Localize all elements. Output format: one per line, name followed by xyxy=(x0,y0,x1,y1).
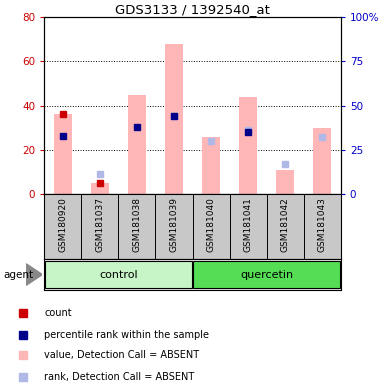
Text: control: control xyxy=(99,270,138,280)
Text: GSM181037: GSM181037 xyxy=(95,197,104,252)
Text: GSM181040: GSM181040 xyxy=(206,197,216,252)
Text: GSM180920: GSM180920 xyxy=(58,197,67,252)
Text: GSM181041: GSM181041 xyxy=(244,197,253,252)
Bar xyxy=(239,97,257,194)
Text: rank, Detection Call = ABSENT: rank, Detection Call = ABSENT xyxy=(44,372,194,382)
Bar xyxy=(45,261,192,288)
Text: GSM181043: GSM181043 xyxy=(318,197,327,252)
Text: quercetin: quercetin xyxy=(240,270,293,280)
Bar xyxy=(165,44,183,194)
Bar xyxy=(90,183,109,194)
Text: percentile rank within the sample: percentile rank within the sample xyxy=(44,330,209,340)
Bar xyxy=(202,137,220,194)
Text: GSM181038: GSM181038 xyxy=(132,197,141,252)
Text: count: count xyxy=(44,308,72,318)
Text: value, Detection Call = ABSENT: value, Detection Call = ABSENT xyxy=(44,351,199,361)
Text: GSM181039: GSM181039 xyxy=(169,197,179,252)
Bar xyxy=(193,261,340,288)
Bar xyxy=(54,114,72,194)
Polygon shape xyxy=(26,264,42,285)
Bar xyxy=(276,170,295,194)
Text: GSM181042: GSM181042 xyxy=(281,197,290,252)
Bar xyxy=(128,94,146,194)
Text: agent: agent xyxy=(4,270,34,280)
Bar xyxy=(313,128,331,194)
Title: GDS3133 / 1392540_at: GDS3133 / 1392540_at xyxy=(115,3,270,16)
